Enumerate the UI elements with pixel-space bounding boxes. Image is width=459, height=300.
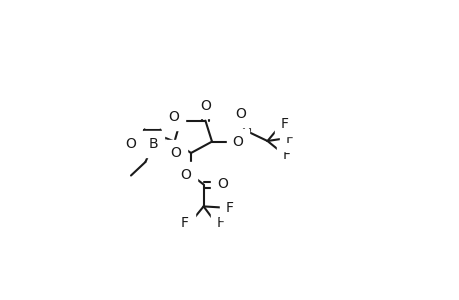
Text: O: O	[170, 146, 181, 160]
Text: F: F	[225, 201, 233, 214]
Text: O: O	[216, 178, 227, 191]
Text: F: F	[280, 117, 288, 130]
Text: B: B	[148, 137, 158, 151]
Text: O: O	[168, 110, 179, 124]
Text: O: O	[180, 168, 190, 182]
Text: F: F	[180, 216, 189, 230]
Text: O: O	[125, 137, 136, 151]
Text: F: F	[217, 216, 224, 230]
Text: O: O	[235, 107, 246, 121]
Text: O: O	[232, 135, 243, 148]
Text: F: F	[282, 148, 291, 162]
Text: F: F	[285, 132, 293, 145]
Text: O: O	[200, 99, 210, 113]
